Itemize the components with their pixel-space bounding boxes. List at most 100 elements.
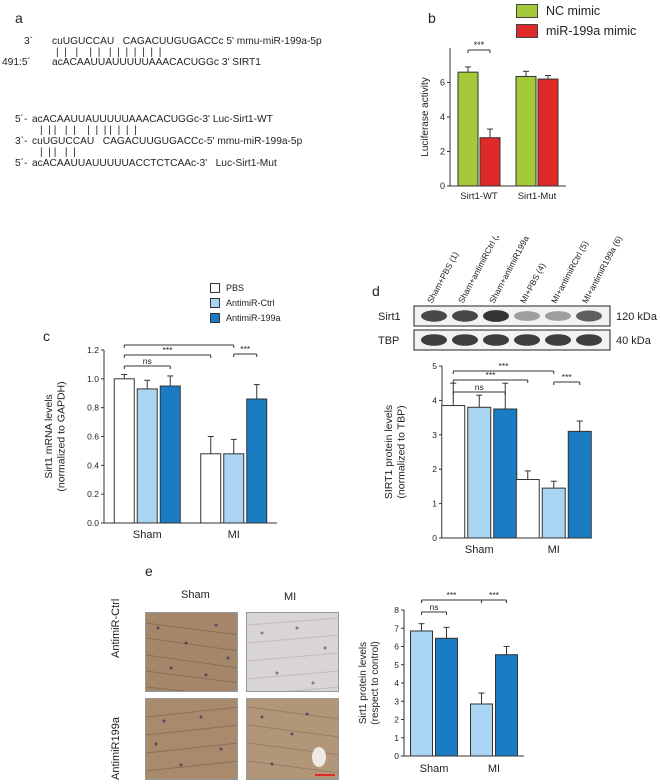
chart-d-sirt1-protein: 0 1 2 3 4 5 SIRT1 protein levels (normalized to… — [383, 361, 592, 556]
seq-mirna-2: cuUGUCCAU CAGACUUGUGACCc-5' mmu-miR-199a… — [32, 136, 303, 147]
y-axis-label: (respect to control) — [370, 641, 381, 724]
ihc-image-sham-199a — [145, 698, 238, 780]
bar — [515, 479, 540, 539]
blot-band — [514, 311, 540, 321]
y-tick-label: 1.2 — [87, 345, 99, 355]
seq-pairing-1: | | | | | | | | | | | | — [56, 47, 162, 58]
panel-label-e: e — [145, 563, 153, 579]
ihc-image-mi-199a — [246, 698, 339, 780]
bar — [246, 398, 268, 524]
blot-band — [483, 334, 509, 346]
x-category-label: Sirt1-WT — [460, 191, 498, 202]
legend-mir199a-mimic: miR-199a mimic — [516, 24, 636, 38]
panel-label-b: b — [428, 10, 436, 26]
blot-band — [514, 334, 540, 346]
y-tick-label: 0.6 — [87, 432, 99, 442]
x-category-label: MI — [548, 544, 560, 556]
y-axis-label: (normalized to TBP) — [396, 405, 408, 498]
y-tick-label: 6 — [394, 642, 399, 652]
y-tick-label: 4 — [394, 678, 399, 688]
y-tick-label: 0 — [440, 181, 445, 191]
y-tick-label: 2 — [394, 715, 399, 725]
seq-mirna-1-prefix: 3` — [24, 36, 34, 47]
significance-label: *** — [174, 340, 185, 345]
y-tick-label: 5 — [432, 361, 437, 371]
y-tick-label: 2 — [440, 147, 445, 157]
bar — [223, 453, 245, 524]
ihc-row-label-antimir199a: AntimiR199a — [110, 717, 122, 780]
chart-e-sirt1-protein: 0 1 2 3 4 5 6 7 8 Sirt1 protein levels (respect to… — [358, 590, 524, 775]
y-axis-label: Sirt1 protein levels — [358, 642, 369, 724]
significance-label: ns — [475, 382, 484, 392]
seq-mirna-1: cuUGUCCAU CAGACUUGUGACCc 5' mmu-miR-199a… — [52, 36, 322, 47]
y-tick-label: 8 — [394, 605, 399, 615]
seq-mirna-2-prefix: 3`- — [15, 136, 28, 147]
blot-band — [452, 310, 478, 322]
blot-protein-label: Sirt1 — [378, 311, 401, 323]
blot-protein-label: TBP — [378, 335, 399, 347]
y-tick-label: 1 — [394, 733, 399, 743]
y-tick-label: 3 — [394, 696, 399, 706]
blot-band — [452, 334, 478, 346]
ihc-col-label-sham: Sham — [181, 589, 210, 601]
significance-label: *** — [474, 40, 485, 50]
ihc-col-label-mi: MI — [284, 591, 297, 603]
blot-band — [576, 334, 602, 346]
seq-wt: acACAAUUAUUUUUAAACACUGGc-3' Luc-Sirt1-WT — [32, 114, 273, 125]
legend-label-mir199a-mimic: miR-199a mimic — [546, 24, 637, 38]
legend-label-nc-mimic: NC mimic — [546, 4, 601, 18]
legend-antimir-ctrl: AntimiR-Ctrl — [210, 298, 275, 308]
blot-kda-label: 40 kDa — [616, 335, 652, 347]
significance-label: ns — [143, 356, 152, 366]
significance-label: *** — [499, 361, 510, 371]
y-tick-label: 4 — [440, 112, 445, 122]
chart-c-sirt1-mrna: 0.0 0.2 0.4 0.6 0.8 1.0 1.2 Sirt1 mRNA levels (n… — [43, 340, 277, 541]
seq-wt-prefix: 5´- — [15, 114, 28, 125]
y-axis-label: SIRT1 protein levels — [383, 405, 395, 499]
western-blot-d: Sham+PBS (1)Sham+antimiRCtrl (2)Sham+ant… — [378, 236, 658, 351]
legend-pbs: PBS — [210, 283, 244, 293]
bar — [470, 703, 493, 757]
legend-label-pbs: PBS — [226, 283, 245, 293]
significance-label: *** — [163, 345, 174, 355]
y-tick-label: 0.2 — [87, 489, 99, 499]
seq-mut-prefix: 5´- — [15, 158, 28, 169]
seq-pairing-3: | | | | | — [40, 147, 76, 158]
bar — [435, 637, 458, 757]
legend-nc-mimic: NC mimic — [516, 4, 600, 18]
bar — [493, 408, 518, 539]
legend-swatch-mir199a-mimic — [516, 24, 538, 38]
significance-label: *** — [489, 590, 500, 600]
bar — [136, 388, 158, 524]
seq-sirt1: acACAAUUAUUUUUAAACACUGGc 3' SIRT1 — [52, 57, 261, 68]
significance-label: *** — [486, 370, 497, 380]
x-category-label: Sham — [465, 544, 494, 556]
y-tick-label: 2 — [432, 464, 437, 474]
y-tick-label: 5 — [394, 660, 399, 670]
y-tick-label: 3 — [432, 430, 437, 440]
y-tick-label: 1.0 — [87, 374, 99, 384]
y-tick-label: 7 — [394, 623, 399, 633]
bar — [441, 405, 466, 539]
blot-band — [483, 310, 509, 322]
y-tick-label: 1 — [432, 499, 437, 509]
blot-band — [421, 334, 447, 346]
legend-swatch-antimir-199a — [210, 313, 220, 323]
bar — [541, 487, 566, 539]
legend-label-antimir-ctrl: AntimiR-Ctrl — [226, 298, 275, 308]
y-axis-label: (normalized to GAPDH) — [56, 381, 68, 491]
legend-swatch-antimir-ctrl — [210, 298, 220, 308]
x-category-label: Sham — [420, 763, 449, 775]
ihc-row-label-antimir-ctrl: AntimiR-Ctrl — [110, 598, 122, 658]
legend-swatch-nc-mimic — [516, 4, 538, 18]
significance-label: *** — [562, 372, 573, 382]
blot-band — [576, 310, 602, 322]
y-tick-label: 4 — [432, 395, 437, 405]
legend-swatch-pbs — [210, 283, 220, 293]
bar — [467, 406, 492, 539]
y-tick-label: 0.8 — [87, 403, 99, 413]
y-tick-label: 0 — [394, 751, 399, 761]
bar — [159, 385, 181, 524]
x-category-label: Sham — [133, 529, 162, 541]
panel-label-d: d — [372, 283, 380, 299]
